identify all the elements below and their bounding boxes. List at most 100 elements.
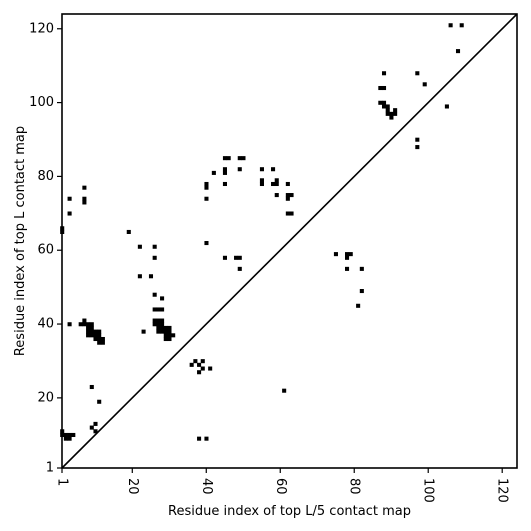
contact-point [152, 318, 157, 323]
contact-point [459, 23, 464, 28]
contact-point [345, 252, 350, 257]
contact-point [89, 325, 94, 330]
contact-point [333, 252, 338, 257]
x-axis-ticks: 1 20 40 60 80 100 120 [55, 468, 510, 503]
contact-point [152, 244, 157, 249]
contact-point [156, 329, 161, 334]
contact-point [67, 436, 72, 441]
contact-point [285, 193, 290, 198]
contact-point [197, 370, 202, 375]
contact-point [67, 432, 72, 438]
contact-point [137, 244, 142, 249]
contact-point [163, 329, 168, 334]
y-tick-label: 60 [37, 243, 54, 258]
contact-point [189, 362, 194, 367]
contact-point [378, 85, 383, 91]
contact-point [193, 359, 198, 364]
contact-point [160, 307, 165, 312]
x-tick-label: 80 [347, 478, 362, 495]
contact-point [71, 432, 76, 438]
contact-point [348, 252, 353, 257]
contact-point [89, 333, 94, 338]
y-tick-label: 120 [29, 21, 54, 36]
contact-point [100, 340, 105, 345]
contact-point [345, 255, 350, 260]
contact-point [282, 388, 287, 393]
contact-point [82, 196, 87, 201]
contact-point [97, 333, 102, 338]
contact-point [156, 318, 161, 323]
contact-point [285, 181, 290, 187]
contact-point [393, 108, 398, 113]
contact-point [237, 167, 242, 172]
data-points [60, 23, 464, 441]
contact-point [204, 181, 209, 187]
contact-point [197, 436, 202, 441]
contact-point [381, 85, 387, 91]
contact-point [137, 274, 142, 279]
contact-point [222, 170, 227, 175]
y-axis-title: Residue index of top L contact map [13, 126, 28, 356]
contact-point [97, 336, 102, 342]
contact-point [415, 71, 420, 76]
contact-point [160, 329, 165, 334]
contact-point [274, 178, 279, 183]
contact-point [167, 325, 172, 330]
contact-point [163, 336, 168, 342]
contact-point [93, 329, 98, 334]
contact-point [222, 167, 227, 172]
contact-point [97, 399, 102, 404]
contact-point [156, 325, 161, 330]
contact-point [86, 333, 91, 338]
contact-point [156, 307, 161, 312]
contact-point [259, 181, 264, 187]
contact-point [160, 318, 165, 323]
x-tick-label: 60 [273, 478, 288, 495]
y-tick-label: 20 [37, 390, 54, 405]
contact-point [222, 181, 227, 187]
contact-point [67, 211, 72, 216]
contact-point [160, 325, 165, 330]
contact-point [82, 185, 87, 190]
contact-point [89, 384, 94, 390]
contact-point [152, 292, 157, 297]
contact-point [63, 432, 68, 438]
contact-point [148, 274, 154, 279]
contact-point [204, 241, 209, 246]
contact-point [86, 329, 91, 334]
contact-point [234, 255, 239, 260]
contact-point [455, 49, 461, 54]
contact-point [237, 156, 242, 161]
contact-point [93, 421, 98, 426]
contact-point [241, 156, 246, 161]
contact-point [204, 185, 209, 190]
contact-point [141, 329, 146, 334]
contact-point [93, 333, 98, 338]
contact-point [271, 181, 276, 187]
x-axis-title: Residue index of top L/5 contact map [168, 504, 411, 519]
contact-point [222, 255, 227, 260]
contact-point [78, 322, 83, 327]
contact-point [222, 156, 227, 161]
contact-point [156, 322, 161, 327]
contact-point [385, 111, 390, 116]
x-tick-label: 40 [199, 478, 214, 495]
contact-point [167, 329, 172, 334]
contact-point [160, 296, 165, 301]
contact-point [93, 429, 98, 434]
contact-point [197, 362, 202, 367]
diagonal-line [61, 13, 518, 469]
contact-point [67, 322, 72, 327]
contact-point [378, 100, 383, 105]
contact-point [86, 322, 91, 327]
contact-point [274, 193, 279, 198]
contact-point [97, 329, 102, 334]
contact-point [389, 115, 394, 120]
contact-point [289, 193, 294, 198]
contact-point [415, 137, 420, 142]
contact-point [289, 211, 294, 216]
x-tick-label: 20 [125, 478, 140, 495]
contact-point [152, 322, 157, 327]
contact-point [271, 167, 276, 172]
y-tick-label: 40 [37, 317, 54, 332]
